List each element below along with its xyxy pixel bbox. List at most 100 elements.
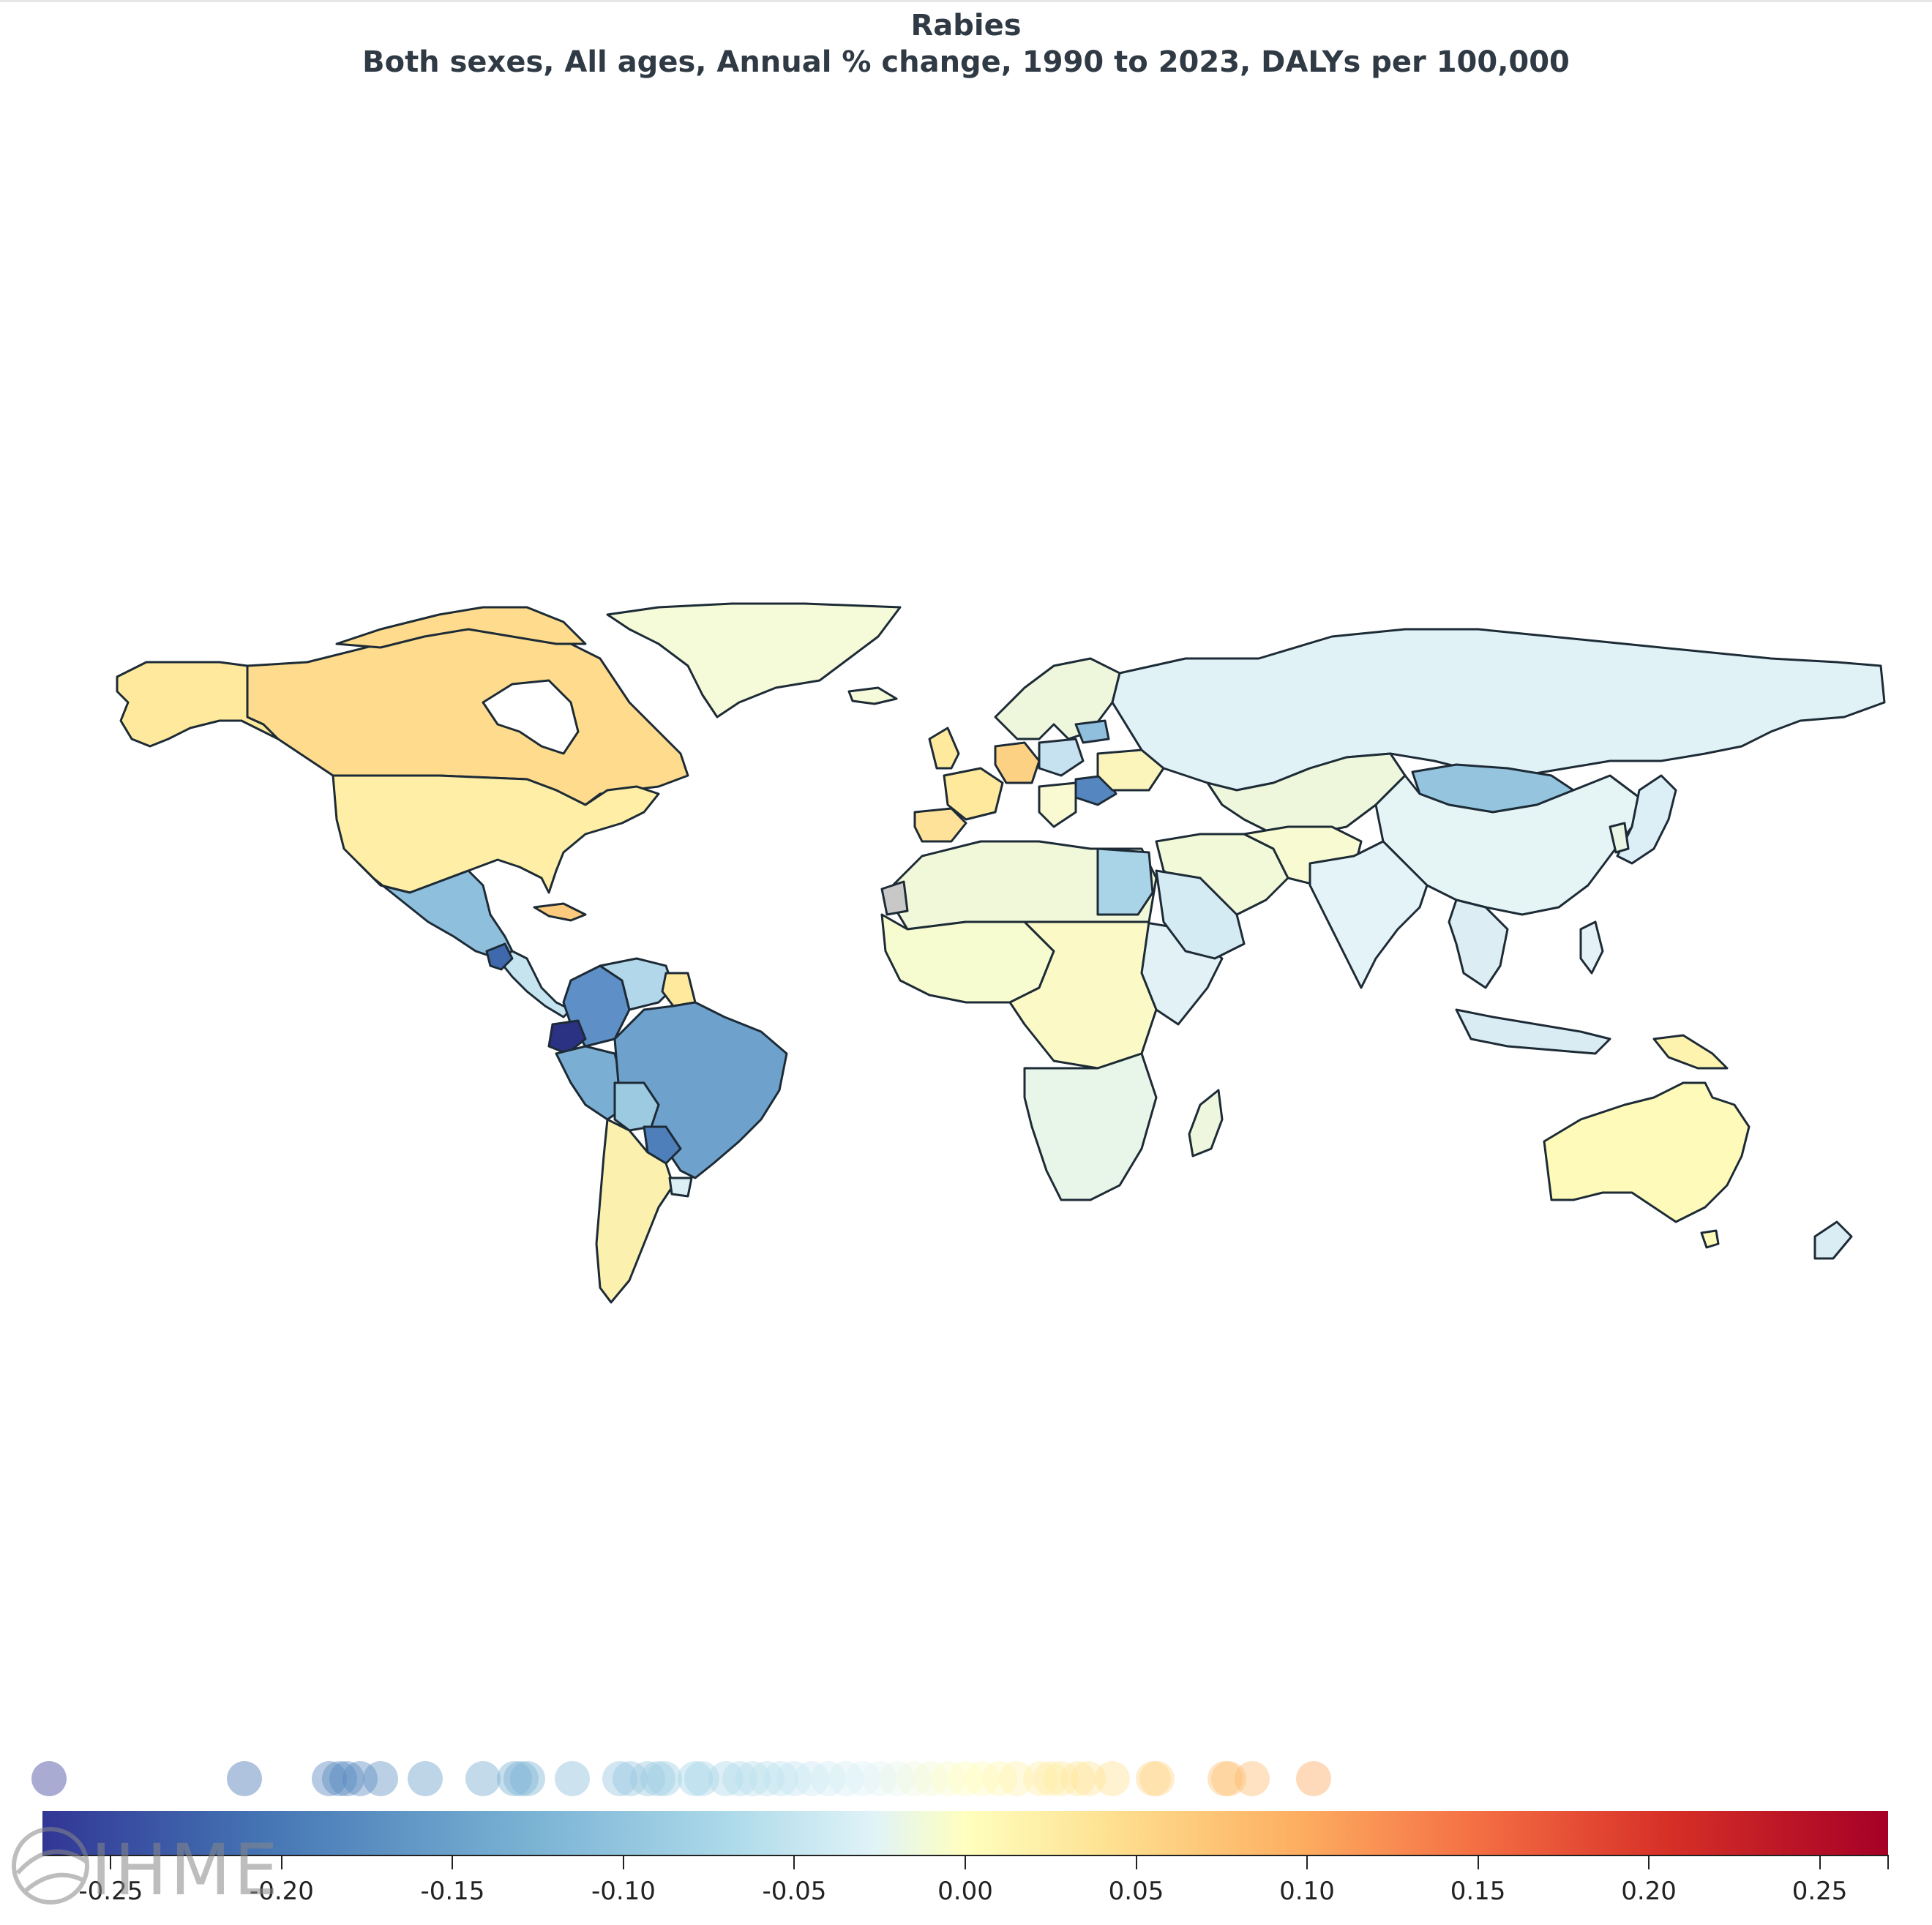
scale-tick-label: -0.25 bbox=[78, 1877, 143, 1906]
distribution-dot bbox=[31, 1761, 67, 1796]
distribution-dot bbox=[684, 1761, 720, 1796]
distribution-dot bbox=[602, 1761, 638, 1796]
distribution-dot bbox=[811, 1761, 847, 1796]
scale-tick-label: -0.05 bbox=[762, 1877, 827, 1906]
distribution-dot bbox=[678, 1761, 714, 1796]
distribution-dot bbox=[776, 1761, 812, 1796]
distribution-dot bbox=[735, 1761, 771, 1796]
region-cuba[interactable] bbox=[533, 902, 587, 922]
distribution-dot bbox=[312, 1761, 348, 1796]
distribution-dot bbox=[1207, 1761, 1243, 1796]
region-scandinavia[interactable] bbox=[994, 657, 1121, 740]
region-western-sahara bbox=[880, 880, 909, 916]
distribution-dot bbox=[913, 1761, 949, 1796]
scale-tick bbox=[1477, 1855, 1479, 1869]
scale-tick bbox=[965, 1855, 966, 1869]
distribution-dot bbox=[363, 1761, 399, 1796]
scale-tick-label: 0.25 bbox=[1791, 1877, 1848, 1906]
distribution-dot bbox=[793, 1761, 829, 1796]
region-central-america[interactable] bbox=[496, 950, 572, 1018]
region-australia[interactable] bbox=[1543, 1081, 1751, 1223]
distribution-dot bbox=[329, 1761, 364, 1796]
scale-tick bbox=[110, 1855, 112, 1869]
scale-tick bbox=[280, 1855, 282, 1869]
distribution-dot bbox=[1033, 1761, 1068, 1796]
scale-tick-label: -0.15 bbox=[420, 1877, 485, 1906]
value-distribution-dots bbox=[0, 1752, 1932, 1811]
distribution-dot bbox=[496, 1761, 532, 1796]
distribution-dot bbox=[862, 1761, 898, 1796]
scale-tick-label: -0.20 bbox=[249, 1877, 314, 1906]
region-peru[interactable] bbox=[555, 1045, 624, 1121]
region-iceland[interactable] bbox=[847, 686, 898, 705]
distribution-dot bbox=[981, 1761, 1017, 1796]
region-guianas[interactable] bbox=[661, 972, 697, 1007]
distribution-dot bbox=[1235, 1761, 1270, 1796]
ihme-globe-icon bbox=[12, 1827, 89, 1905]
distribution-dot bbox=[322, 1761, 358, 1796]
region-poland[interactable] bbox=[1038, 738, 1085, 777]
distribution-dot bbox=[1094, 1761, 1130, 1796]
distribution-dot bbox=[1296, 1761, 1332, 1796]
region-france[interactable] bbox=[943, 767, 1004, 821]
region-saudi-arabia[interactable] bbox=[1155, 869, 1246, 960]
distribution-dot bbox=[554, 1761, 590, 1796]
distribution-dot bbox=[999, 1761, 1035, 1796]
region-uruguay[interactable] bbox=[668, 1177, 693, 1198]
region-baltics[interactable] bbox=[1074, 719, 1110, 744]
distribution-dot bbox=[1071, 1761, 1107, 1796]
color-scale-ticks: -0.25 -0.20 -0.15 -0.10 -0.05 0.00 0.05 0.10 0.1… bbox=[0, 1855, 1932, 1921]
region-balkans[interactable] bbox=[1038, 781, 1077, 828]
region-papua-new-guinea[interactable] bbox=[1652, 1034, 1729, 1070]
map-subtitle: Both sexes, All ages, Annual % change, 1… bbox=[362, 45, 1570, 79]
distribution-dot bbox=[879, 1761, 915, 1796]
region-russia[interactable] bbox=[1111, 628, 1886, 792]
region-alaska[interactable] bbox=[116, 661, 280, 748]
scale-tick-label: 0.20 bbox=[1621, 1877, 1677, 1906]
ihme-logo: IHME bbox=[10, 1822, 303, 1917]
distribution-dot bbox=[930, 1761, 966, 1796]
region-philippines[interactable] bbox=[1579, 920, 1604, 975]
distribution-dot bbox=[1043, 1761, 1079, 1796]
region-uk[interactable] bbox=[928, 727, 960, 770]
top-rule bbox=[0, 0, 1932, 2]
region-india[interactable] bbox=[1308, 840, 1429, 989]
scale-tick bbox=[1135, 1855, 1137, 1869]
region-korea[interactable] bbox=[1609, 822, 1630, 854]
region-paraguay[interactable] bbox=[643, 1125, 682, 1165]
distribution-dot bbox=[722, 1761, 757, 1796]
distribution-dot bbox=[763, 1761, 798, 1796]
distribution-dot bbox=[226, 1761, 262, 1796]
region-madagascar[interactable] bbox=[1188, 1089, 1224, 1157]
region-new-zealand[interactable] bbox=[1813, 1220, 1853, 1260]
distribution-dot bbox=[1210, 1761, 1246, 1796]
region-southern-africa[interactable] bbox=[1023, 1052, 1158, 1201]
region-greenland[interactable] bbox=[606, 602, 902, 718]
distribution-dot bbox=[828, 1761, 864, 1796]
scale-tick-label: -0.10 bbox=[591, 1877, 656, 1906]
scale-tick bbox=[1819, 1855, 1821, 1869]
distribution-dot bbox=[1022, 1761, 1058, 1796]
scale-tick bbox=[1306, 1855, 1308, 1869]
distribution-dot bbox=[408, 1761, 443, 1796]
distribution-dot bbox=[503, 1761, 539, 1796]
scale-tick bbox=[622, 1855, 624, 1869]
region-ecuador[interactable] bbox=[547, 1019, 587, 1055]
region-southeast-asia[interactable] bbox=[1448, 898, 1509, 989]
scale-tick-end bbox=[1887, 1855, 1889, 1869]
region-iberia[interactable] bbox=[913, 807, 967, 843]
scale-tick-label: 0.10 bbox=[1279, 1877, 1335, 1906]
region-egypt[interactable] bbox=[1096, 847, 1154, 916]
distribution-dot bbox=[948, 1761, 983, 1796]
region-germany[interactable] bbox=[994, 741, 1041, 784]
region-guatemala[interactable] bbox=[485, 942, 514, 971]
scale-tick-label: 0.15 bbox=[1450, 1877, 1506, 1906]
region-indonesia[interactable] bbox=[1455, 1008, 1611, 1055]
region-canada-arctic[interactable] bbox=[335, 606, 587, 649]
distribution-dot bbox=[845, 1761, 880, 1796]
region-usa[interactable] bbox=[332, 774, 660, 894]
region-tasmania[interactable] bbox=[1700, 1229, 1720, 1249]
region-argentina[interactable] bbox=[595, 1118, 675, 1304]
distribution-dot bbox=[640, 1761, 675, 1796]
